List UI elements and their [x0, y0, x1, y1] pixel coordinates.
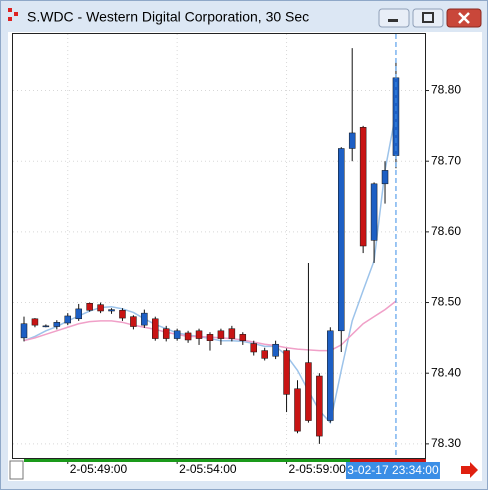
candle-body — [162, 328, 170, 339]
app-icon — [8, 17, 12, 21]
restore-icon — [422, 12, 434, 23]
y-tick-label: 78.30 — [431, 436, 461, 450]
candle-body — [31, 318, 39, 326]
scroll-box[interactable] — [9, 460, 24, 480]
chart-background — [8, 32, 482, 481]
candle-body — [195, 330, 203, 339]
candle-body — [141, 312, 148, 326]
close-icon — [458, 12, 470, 24]
x-tick-label: 2-05:49:00 — [70, 462, 128, 476]
y-tick-label: 78.50 — [431, 295, 461, 309]
x-tick-label: 2-05:54:00 — [179, 462, 237, 476]
candle-body — [20, 323, 28, 339]
y-tick-label: 78.40 — [431, 365, 461, 379]
candle-body — [250, 343, 257, 353]
crosshair-label-bg — [345, 462, 440, 479]
scroll-track — [24, 459, 350, 462]
candle-body — [359, 127, 367, 247]
x-tick-label: 2-05:59:00 — [289, 462, 347, 476]
candle-body — [327, 330, 334, 421]
candle-body — [206, 334, 214, 341]
candle-body — [97, 304, 104, 312]
candle-body — [381, 170, 389, 185]
candle-body — [173, 330, 181, 339]
candle-body — [338, 148, 345, 332]
candle-body — [305, 362, 312, 421]
candle-body — [119, 310, 126, 319]
candle-body — [53, 322, 61, 327]
candle-body — [272, 343, 279, 357]
scroll-right-arrow[interactable] — [461, 462, 478, 478]
y-tick-label: 78.70 — [431, 153, 461, 167]
y-tick-label: 78.80 — [431, 83, 461, 97]
scroll-track — [350, 459, 426, 462]
candle-body — [108, 309, 115, 312]
candle-body — [283, 350, 290, 395]
candle-body — [261, 350, 268, 359]
candle-body — [228, 328, 236, 339]
plot-frame — [12, 33, 426, 459]
app-icon — [14, 12, 18, 16]
candle-body — [294, 388, 301, 432]
minimize-icon — [388, 19, 398, 22]
candle-body — [75, 308, 82, 320]
candle-body — [86, 302, 93, 311]
x-tick-label: 3-02-17 23:34:00 — [347, 463, 439, 477]
app-icon — [8, 8, 12, 12]
minimize-button[interactable] — [378, 8, 410, 28]
window-title: S.WDC - Western Digital Corporation, 30 … — [27, 9, 309, 25]
restore-button[interactable] — [412, 8, 444, 28]
y-tick-label: 78.60 — [431, 224, 461, 238]
candle-body — [316, 375, 323, 437]
candle-body — [42, 325, 50, 328]
candle-body — [239, 334, 247, 341]
candle-body — [217, 330, 225, 339]
candle-body — [64, 315, 72, 324]
candle-body — [348, 132, 356, 149]
candle-body — [152, 318, 159, 339]
candle-body — [370, 183, 378, 241]
candle-body — [184, 332, 192, 341]
candle-body — [130, 316, 137, 327]
